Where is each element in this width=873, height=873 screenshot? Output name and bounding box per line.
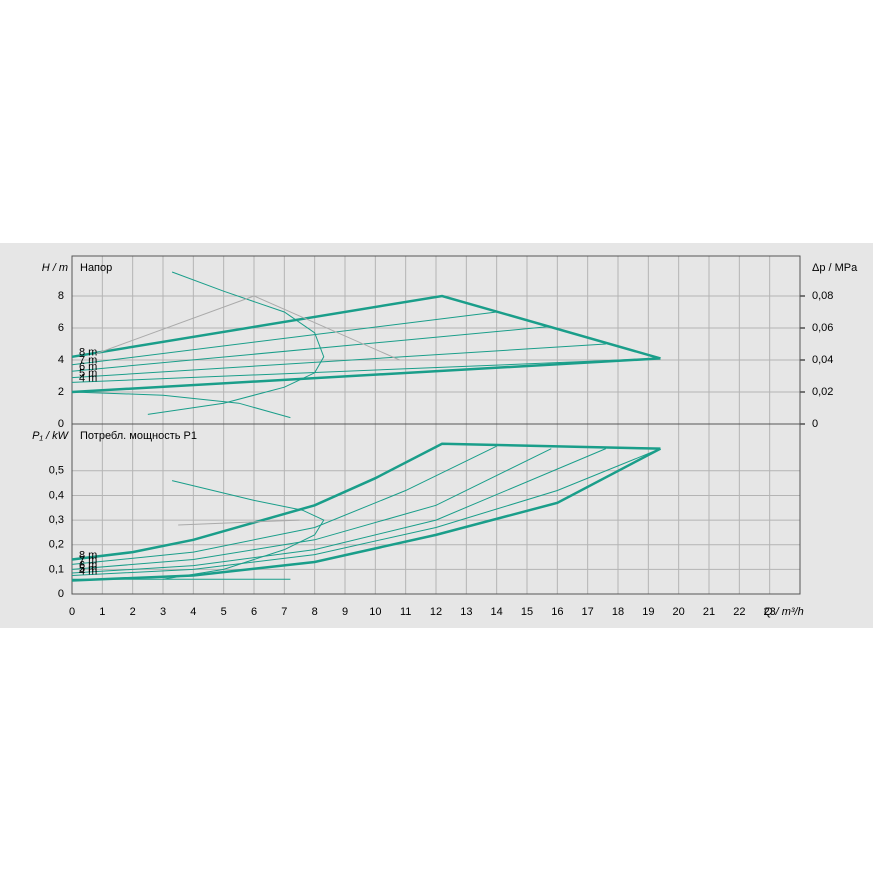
series-line (178, 519, 300, 526)
y-axis-label: H / m (42, 262, 68, 274)
x-tick-label: 15 (521, 606, 533, 618)
y2-tick-label: 0 (812, 418, 818, 430)
x-tick-label: 4 (190, 606, 196, 618)
series-line (71, 448, 552, 570)
y-axis-label: P₁ / kW (32, 430, 69, 442)
x-tick-label: 3 (160, 606, 166, 618)
series-line (71, 357, 661, 383)
series-line (253, 295, 400, 361)
x-tick-label: 20 (673, 606, 685, 618)
series-label: 6 m (79, 559, 97, 571)
x-tick-label: 16 (551, 606, 563, 618)
series-line (71, 448, 661, 577)
y2-tick-label: 0,08 (812, 290, 833, 302)
x-tick-label: 2 (130, 606, 136, 618)
x-tick-label: 8 (312, 606, 318, 618)
series-line (96, 295, 255, 355)
x-tick-label: 7 (281, 606, 287, 618)
series-line (71, 447, 662, 582)
series-line (147, 271, 325, 415)
y-tick-label: 0,5 (49, 465, 64, 477)
x-tick-label: 5 (221, 606, 227, 618)
x-tick-label: 17 (582, 606, 594, 618)
x-tick-label: 23 (764, 606, 776, 618)
series-label: 7 m (79, 355, 97, 367)
series-line (71, 311, 497, 366)
y-tick-label: 6 (58, 322, 64, 334)
series-line (71, 357, 661, 394)
x-tick-label: 21 (703, 606, 715, 618)
series-label: 8 m (79, 549, 97, 561)
y2-tick-label: 0,02 (812, 386, 833, 398)
x-tick-label: 11 (400, 606, 411, 618)
y2-tick-label: 0,06 (812, 322, 833, 334)
y-tick-label: 0 (58, 588, 64, 600)
y-tick-label: 4 (58, 354, 64, 366)
series-line (71, 343, 606, 379)
x-tick-label: 10 (369, 606, 381, 618)
x-tick-label: 9 (342, 606, 348, 618)
x-tick-label: 6 (251, 606, 257, 618)
series-line (71, 391, 291, 419)
x-tick-label: 19 (642, 606, 654, 618)
x-tick-label: 12 (430, 606, 442, 618)
panel-title: Потребл. мощность P1 (80, 430, 197, 442)
series-line (71, 448, 607, 574)
y-tick-label: 0,4 (49, 489, 64, 501)
panel-title: Напор (80, 262, 112, 274)
series-line (162, 480, 325, 580)
y2-axis-label: Δp / MPa (812, 262, 858, 274)
y2-tick-label: 0,04 (812, 354, 833, 366)
y-tick-label: 2 (58, 386, 64, 398)
series-line (71, 445, 497, 565)
series-label: 6 m (79, 361, 97, 373)
series-line (71, 442, 661, 561)
x-tick-label: 22 (733, 606, 745, 618)
series-label: 8 m (79, 347, 97, 359)
y-tick-label: 0,1 (49, 563, 64, 575)
y-tick-label: 0,2 (49, 539, 64, 551)
y-tick-label: 8 (58, 290, 64, 302)
y-tick-label: 0,3 (49, 514, 64, 526)
series-label: 7 m (79, 554, 97, 566)
series-line (71, 325, 552, 372)
x-tick-label: 1 (99, 606, 105, 618)
x-axis-label: Q / m³/h (764, 606, 804, 618)
series-label: 5 m (79, 563, 97, 575)
y-tick-label: 0 (58, 418, 64, 430)
x-tick-label: 14 (491, 606, 503, 618)
series-line (71, 294, 661, 360)
plot-frame (71, 423, 801, 595)
series-label: 5 m (79, 368, 97, 380)
x-tick-label: 0 (69, 606, 75, 618)
series-label: 4 m (79, 565, 97, 577)
series-label: 4 m (79, 372, 97, 384)
x-tick-label: 18 (612, 606, 624, 618)
x-tick-label: 13 (460, 606, 472, 618)
